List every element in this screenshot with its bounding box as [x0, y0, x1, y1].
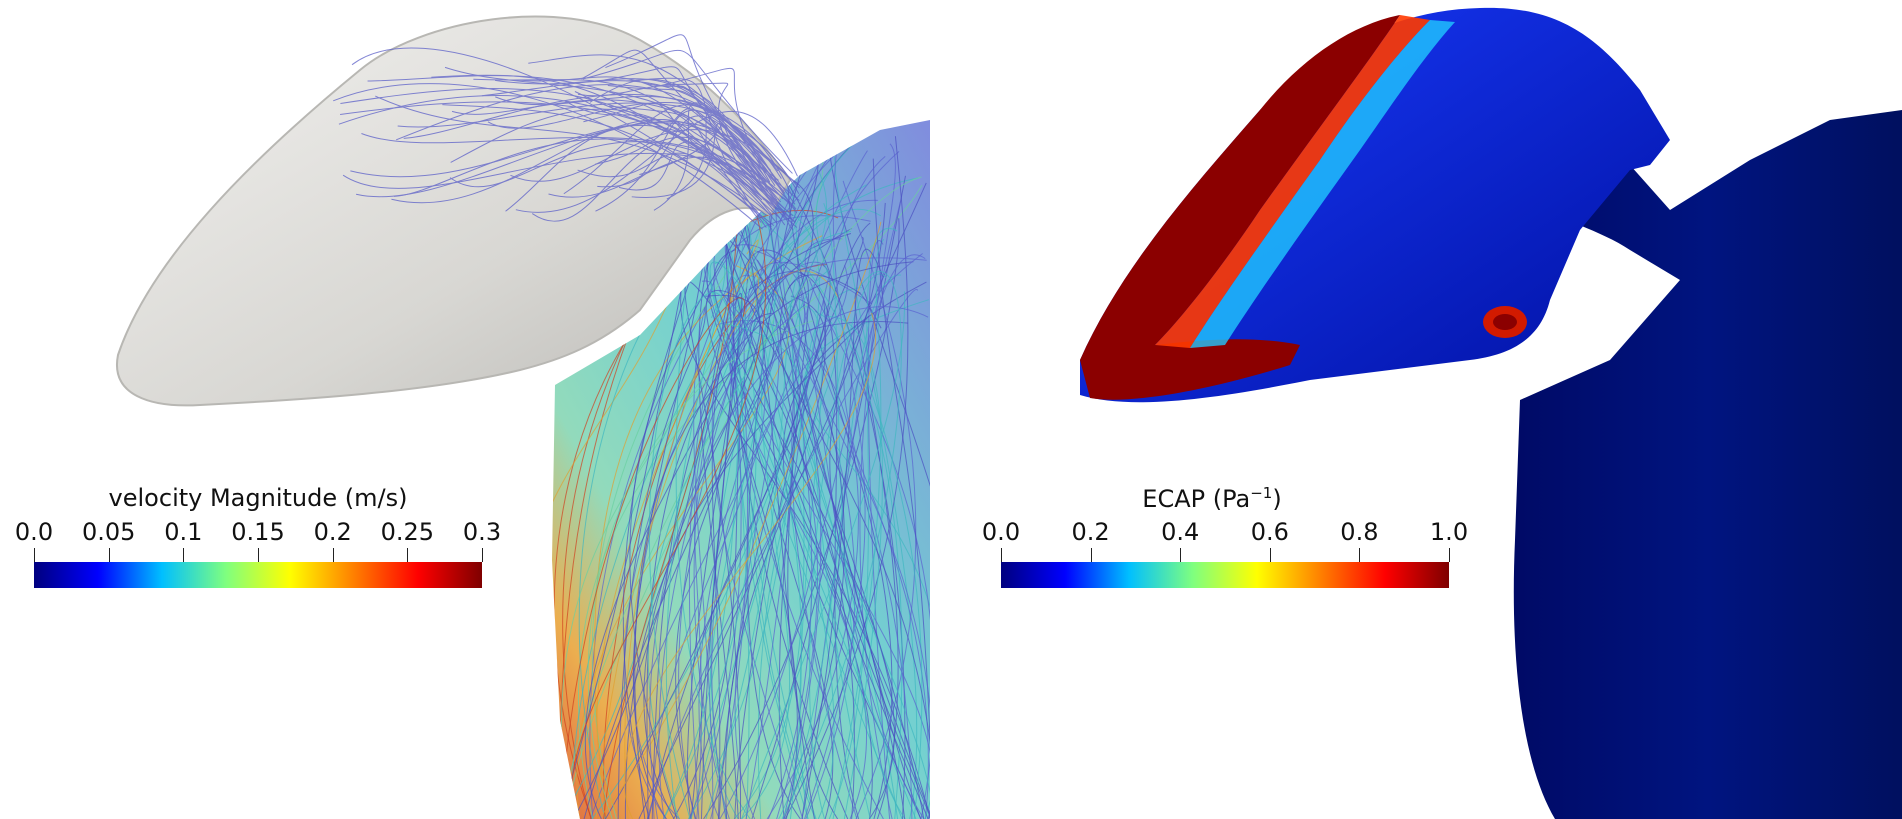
velocity-colorbar: velocity Magnitude (m/s) 0.0 0.05 0.1 0.15 0…	[0, 480, 520, 590]
vessel-surface	[1513, 110, 1902, 819]
velocity-tick-mark	[183, 548, 185, 562]
velocity-tick-mark	[482, 548, 483, 562]
ecap-tick-label: 0.8	[1340, 518, 1379, 546]
velocity-tick-mark	[258, 548, 259, 562]
ecap-tick-mark	[1001, 548, 1002, 562]
ecap-tick-mark	[1180, 548, 1182, 562]
velocity-tick-label: 0.0	[14, 518, 54, 546]
ecap-render	[1080, 7, 1902, 819]
ecap-tick-label: 1.0	[1429, 518, 1469, 546]
velocity-tick-mark	[332, 548, 334, 562]
ecap-tick-label: 0.2	[1071, 518, 1110, 546]
velocity-tick-mark	[34, 548, 35, 562]
velocity-tick-mark	[407, 548, 409, 562]
colorbar-gradient	[1001, 562, 1449, 588]
ecap-tick-label: 0.0	[981, 518, 1021, 546]
velocity-tick-label: 0.15	[231, 518, 285, 546]
ecap-transition-band	[1155, 15, 1430, 348]
ecap-tick-label: 0.4	[1161, 518, 1200, 546]
velocity-tick-label: 0.25	[380, 518, 435, 546]
ecap-tick-mark	[1269, 548, 1271, 562]
colorbar-title: ECAP (Pa−1)	[1142, 484, 1282, 513]
ecap-tick-mark	[1449, 548, 1450, 562]
velocity-tick-label: 0.2	[313, 518, 352, 546]
streamlines-appendage	[333, 34, 800, 230]
ecap-tick-mark	[1090, 548, 1092, 562]
velocity-tick-label: 0.05	[81, 518, 136, 546]
velocity-render	[115, 15, 930, 819]
ecap-tick-label: 0.6	[1250, 518, 1289, 546]
ecap-tick-mark	[1359, 548, 1361, 562]
velocity-streamline-view: velocity Magnitude (m/s) 0.0 0.05 0.1 0.15 0…	[0, 0, 930, 819]
velocity-tick-mark	[108, 548, 110, 562]
streamlines-vessel	[552, 129, 930, 819]
high-ecap-region	[1080, 15, 1400, 400]
velocity-tick-label: 0.3	[462, 518, 502, 546]
ecap-mid-band	[1190, 20, 1455, 348]
ecap-view: ECAP (Pa−1) 0.0 0.2 0.4 0.6 0.8 1.0	[950, 0, 1902, 819]
colorbar-title: velocity Magnitude (m/s)	[108, 484, 408, 512]
colorbar-gradient	[34, 562, 482, 588]
ecap-colorbar: ECAP (Pa−1) 0.0 0.2 0.4 0.6 0.8 1.0	[950, 480, 1470, 590]
velocity-tick-label: 0.1	[164, 518, 203, 546]
